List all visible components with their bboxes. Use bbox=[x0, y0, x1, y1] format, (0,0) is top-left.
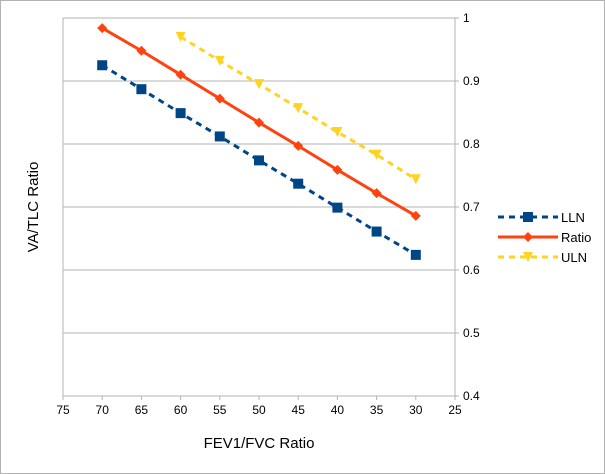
y-tick-label: 0.6 bbox=[463, 263, 480, 277]
x-tick-label: 45 bbox=[292, 403, 306, 417]
marker-square bbox=[175, 108, 186, 119]
marker-square bbox=[254, 155, 264, 166]
marker-diamond bbox=[97, 23, 108, 34]
marker-triangle-down bbox=[175, 31, 186, 42]
x-tick-label: 50 bbox=[252, 403, 266, 417]
x-tick-label: 60 bbox=[174, 403, 188, 417]
y-tick-label: 0.9 bbox=[463, 74, 480, 88]
marker-square bbox=[371, 226, 382, 237]
marker-square bbox=[332, 202, 343, 213]
series-lln bbox=[97, 60, 421, 260]
x-tick-label: 35 bbox=[370, 403, 384, 417]
y-tick-label: 0.4 bbox=[463, 389, 480, 403]
legend-item: LLN bbox=[498, 210, 585, 225]
marker-square bbox=[214, 131, 225, 142]
marker-triangle-down bbox=[332, 127, 343, 138]
x-axis-label: FEV1/FVC Ratio bbox=[204, 435, 315, 452]
marker-square bbox=[293, 178, 304, 189]
marker-triangle-down bbox=[410, 174, 421, 185]
series-ratio bbox=[97, 23, 421, 221]
marker-diamond bbox=[523, 232, 533, 242]
marker-diamond bbox=[136, 45, 147, 56]
marker-triangle-down bbox=[371, 149, 382, 160]
marker-diamond bbox=[293, 140, 304, 151]
y-axis-label: VA/TLC Ratio bbox=[25, 162, 42, 253]
marker-square bbox=[523, 212, 533, 222]
y-tick-label: 0.8 bbox=[463, 137, 480, 151]
x-tick-label: 30 bbox=[409, 403, 423, 417]
marker-triangle-down bbox=[254, 79, 264, 90]
marker-diamond bbox=[214, 93, 225, 104]
y-tick-label: 0.7 bbox=[463, 200, 480, 214]
marker-square bbox=[97, 60, 108, 71]
marker-diamond bbox=[371, 188, 382, 199]
x-tick-label: 40 bbox=[331, 403, 345, 417]
y-tick-label: 1 bbox=[463, 11, 470, 25]
marker-triangle-down bbox=[523, 252, 533, 262]
legend-item: ULN bbox=[498, 250, 587, 265]
legend-label: LLN bbox=[561, 210, 585, 225]
marker-diamond bbox=[254, 117, 264, 128]
marker-diamond bbox=[332, 164, 343, 175]
x-tick-label: 55 bbox=[213, 403, 227, 417]
y-tick-label: 0.5 bbox=[463, 326, 480, 340]
x-tick-label: 75 bbox=[56, 403, 70, 417]
marker-square bbox=[410, 249, 421, 260]
legend-label: Ratio bbox=[561, 230, 591, 245]
legend-item: Ratio bbox=[498, 230, 591, 245]
x-tick-label: 65 bbox=[135, 403, 149, 417]
series-uln bbox=[175, 31, 421, 185]
x-tick-label: 25 bbox=[448, 403, 462, 417]
marker-square bbox=[136, 84, 147, 95]
marker-triangle-down bbox=[293, 103, 304, 114]
marker-diamond bbox=[410, 210, 421, 221]
marker-triangle-down bbox=[214, 55, 225, 66]
x-tick-label: 70 bbox=[96, 403, 110, 417]
legend-label: ULN bbox=[561, 250, 587, 265]
marker-diamond bbox=[175, 69, 186, 80]
